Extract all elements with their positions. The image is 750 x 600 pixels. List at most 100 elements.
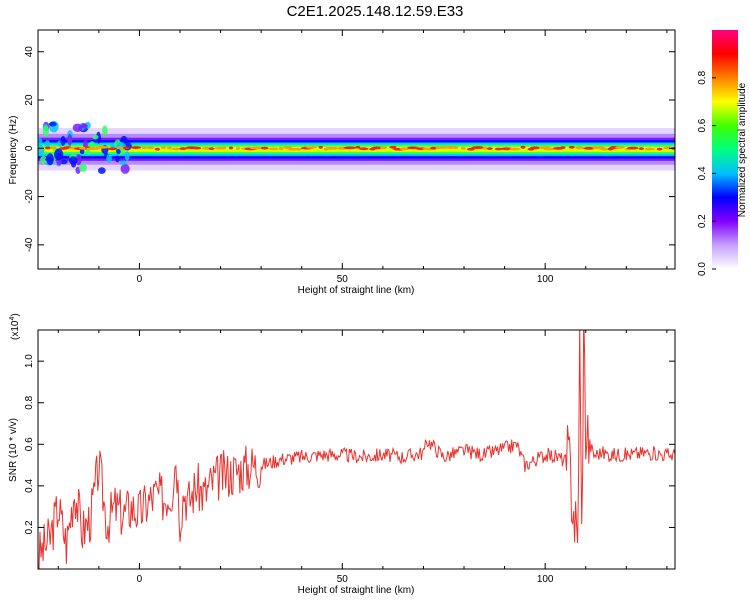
spectrogram-y-label: Frequency (Hz) <box>8 116 19 185</box>
spectrogram-peak <box>355 145 361 149</box>
spectrogram-peak <box>235 146 241 150</box>
spectrogram-peak <box>520 145 526 149</box>
spectrogram-peak <box>122 146 130 150</box>
spectrogram-peak <box>107 147 118 151</box>
spectrogram-band-layer <box>38 146 675 152</box>
snr-x-tick-label: 100 <box>537 574 554 585</box>
colorbar: 0.0 0.2 0.4 0.6 0.8 Normalized spectral ampl… <box>697 30 748 276</box>
spectrogram-y-tick-label: 40 <box>24 46 35 58</box>
snr-frame <box>37 329 676 570</box>
spectrogram-peak <box>440 146 448 150</box>
spectrogram-peak <box>583 146 595 150</box>
snr-scale-exponent: 4 <box>9 317 16 321</box>
spectrogram-peak <box>288 147 299 151</box>
spectrogram-peak <box>154 147 160 151</box>
spectrogram-frame <box>37 29 676 270</box>
spectrogram-peak <box>560 146 566 150</box>
colorbar-gradient <box>712 30 738 269</box>
snr-x-tick-label: 0 <box>137 574 143 585</box>
snr-y-tick-label: 0.8 <box>24 395 35 409</box>
spectrogram-speckle <box>71 160 77 168</box>
colorbar-tick-label: 0.8 <box>697 70 708 84</box>
snr-x-tick-label: 50 <box>337 574 349 585</box>
spectrogram-y-tick-label: -20 <box>24 189 35 204</box>
spectrogram-speckle <box>75 154 82 166</box>
spectrogram-speckle <box>48 121 57 127</box>
spectrogram-y-tick-label: -40 <box>24 237 35 252</box>
spectrogram-peak <box>141 146 147 150</box>
spectrogram-peak <box>332 146 338 150</box>
spectrogram-peak <box>171 147 181 151</box>
spectrogram-peak <box>389 145 397 149</box>
spectrogram-y-tick-label: 20 <box>24 94 35 106</box>
spectrogram-peak <box>96 145 109 149</box>
spectrogram-peak <box>644 147 655 151</box>
spectrogram-peak <box>509 147 521 151</box>
spectrogram-y-tick-label: 0 <box>24 145 35 151</box>
spectrogram-speckle <box>40 155 47 165</box>
spectrogram-peak <box>486 147 493 151</box>
spectrogram-speckle <box>38 137 43 146</box>
spectrogram-peak <box>202 146 211 150</box>
colorbar-tick-label: 0.0 <box>697 262 708 276</box>
spectrogram-peak <box>626 146 639 150</box>
spectrogram-peak <box>656 147 663 151</box>
spectrogram-peak <box>399 147 409 151</box>
spectrogram-speckle <box>78 164 87 172</box>
spectrogram-peak <box>638 147 644 151</box>
spectrogram-speckle <box>119 160 127 166</box>
spectrogram-speckle <box>124 151 130 161</box>
spectrogram-peak <box>268 147 279 151</box>
snr-x-label: Height of straight line (km) <box>298 585 415 596</box>
spectrogram-peak <box>568 145 575 149</box>
snr-y-tick-label: 0.6 <box>24 437 35 451</box>
spectrogram-peak <box>49 146 58 150</box>
spectrogram-speckle <box>67 133 73 146</box>
spectrogram-peak <box>600 147 608 151</box>
spectrogram-peak <box>260 146 269 150</box>
spectrogram-speckle <box>54 148 64 161</box>
spectrogram-peak <box>614 146 625 149</box>
spectrogram-peak <box>192 146 202 150</box>
spectrogram-speckle <box>116 148 121 155</box>
spectrogram-peak <box>86 147 101 151</box>
spectrogram-speckle <box>120 163 130 174</box>
spectrogram-band <box>38 120 675 174</box>
colorbar-label: Normalized spectral amplitude <box>737 82 748 217</box>
spectrogram-peak <box>471 146 485 149</box>
spectrogram-speckle <box>46 153 54 165</box>
snr-scale-base: (x10 <box>10 320 21 340</box>
spectrogram-peak <box>160 146 167 149</box>
spectrogram-x-tick-label: 100 <box>537 274 554 285</box>
spectrogram-speckle <box>81 123 88 129</box>
spectrogram-speckle <box>97 167 106 174</box>
spectrogram-peak <box>466 147 475 151</box>
spectrogram-peak <box>250 146 264 150</box>
snr-scale-factor: (x104) <box>9 313 21 340</box>
spectrogram-speckle <box>92 134 99 140</box>
snr-panel: 0 50 100 0.2 0.4 0.6 0.8 1.0 Height of straight… <box>8 313 676 596</box>
spectrogram-speckle <box>60 135 66 146</box>
spectrogram-peak <box>318 145 323 149</box>
spectrogram-peak <box>130 146 142 149</box>
spectrogram-panel: 0 50 100 -40 -20 0 20 40 Height of straight lin… <box>8 29 676 296</box>
spectrogram-peak <box>208 147 215 151</box>
chart-title: C2E1.2025.148.12.59.E33 <box>287 3 464 20</box>
spectrogram-peak <box>407 146 420 150</box>
spectrogram-peak <box>44 146 52 150</box>
colorbar-tick-label: 0.4 <box>697 166 708 180</box>
spectrogram-peak <box>358 147 369 151</box>
spectrogram-peak <box>295 147 302 151</box>
spectrogram-peak <box>460 146 466 150</box>
spectrogram-speckle <box>38 144 45 156</box>
spectrogram-peak <box>222 146 227 150</box>
spectrogram-peak <box>179 147 187 151</box>
snr-plot-area <box>38 330 675 569</box>
spectrogram-peak <box>482 146 488 150</box>
spectrogram-peak <box>228 146 234 150</box>
spectrogram-speckle <box>115 155 120 163</box>
spectrogram-speckle <box>102 125 108 136</box>
spectrogram-speckle <box>72 123 83 133</box>
snr-series-line <box>38 330 675 569</box>
